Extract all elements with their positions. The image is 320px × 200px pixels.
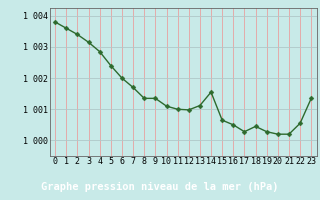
Text: Graphe pression niveau de la mer (hPa): Graphe pression niveau de la mer (hPa) <box>41 182 279 192</box>
